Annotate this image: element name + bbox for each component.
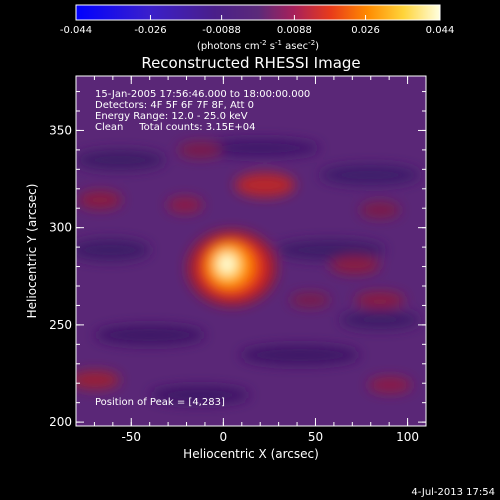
x-tick-label: 50: [308, 430, 323, 444]
artifact-lane: [240, 345, 360, 365]
artifact-lane: [95, 325, 205, 345]
y-tick-label: 300: [49, 221, 72, 235]
timestamp: 4-Jul-2013 17:54: [411, 487, 495, 498]
source-core: [218, 254, 236, 274]
side-lobe: [76, 371, 120, 389]
side-lobe: [178, 142, 222, 158]
side-lobe: [290, 293, 330, 307]
y-tick-label: 200: [49, 415, 72, 429]
annotation-peak: Position of Peak = [4,283]: [95, 397, 225, 408]
artifact-lane: [200, 139, 320, 157]
colorbar-tick-label: 0.026: [351, 25, 380, 36]
x-tick-label: 100: [396, 430, 419, 444]
plot-frame: [75, 75, 427, 427]
annotation-detectors: Detectors: 4F 5F 6F 7F 8F, Att 0: [95, 100, 255, 111]
axis-ticks: -50 0 50 100 200 250 300 350: [49, 76, 427, 444]
artifact-lane: [76, 150, 165, 170]
side-lobe: [78, 191, 122, 209]
x-axis-label: Heliocentric X (arcsec): [183, 447, 319, 461]
artifact-lane: [320, 165, 420, 185]
colorbar-tick-label: -0.044: [60, 25, 92, 36]
side-lobe: [368, 377, 412, 393]
side-lobe: [235, 173, 295, 197]
colorbar: [75, 4, 441, 21]
y-tick-label: 250: [49, 318, 72, 332]
side-lobe: [360, 202, 400, 218]
colorbar-units: (photons cm-2 s-1 asec-2): [197, 39, 319, 52]
colorbar-tick-label: 0.044: [426, 25, 455, 36]
x-tick-label: -50: [121, 430, 141, 444]
chart-title: Reconstructed RHESSI Image: [141, 54, 360, 72]
y-axis-label: Heliocentric Y (arcsec): [25, 184, 39, 319]
heatmap-image: [76, 76, 426, 426]
artifact-lane: [340, 311, 420, 329]
side-lobe: [355, 292, 405, 308]
annotation-clean: Clean Total counts: 3.15E+04: [95, 122, 256, 133]
colorbar-tick-label: -0.026: [134, 25, 166, 36]
artifact-lane: [150, 386, 250, 404]
colorbar-ticks: -0.044 -0.026 -0.0088 0.0088 0.026 0.044: [60, 15, 454, 36]
side-lobe: [330, 256, 380, 274]
y-tick-label: 350: [49, 123, 72, 137]
colorbar-tick-label: -0.0088: [202, 25, 241, 36]
artifact-lane: [275, 240, 385, 260]
side-lobe: [167, 197, 203, 213]
annotation-time-range: 15-Jan-2005 17:56:46.000 to 18:00:00.000: [95, 89, 311, 100]
colorbar-tick-label: 0.0088: [277, 25, 312, 36]
annotation-energy: Energy Range: 12.0 - 25.0 keV: [95, 111, 248, 122]
x-tick-label: 0: [220, 430, 228, 444]
artifact-lane: [76, 239, 150, 261]
